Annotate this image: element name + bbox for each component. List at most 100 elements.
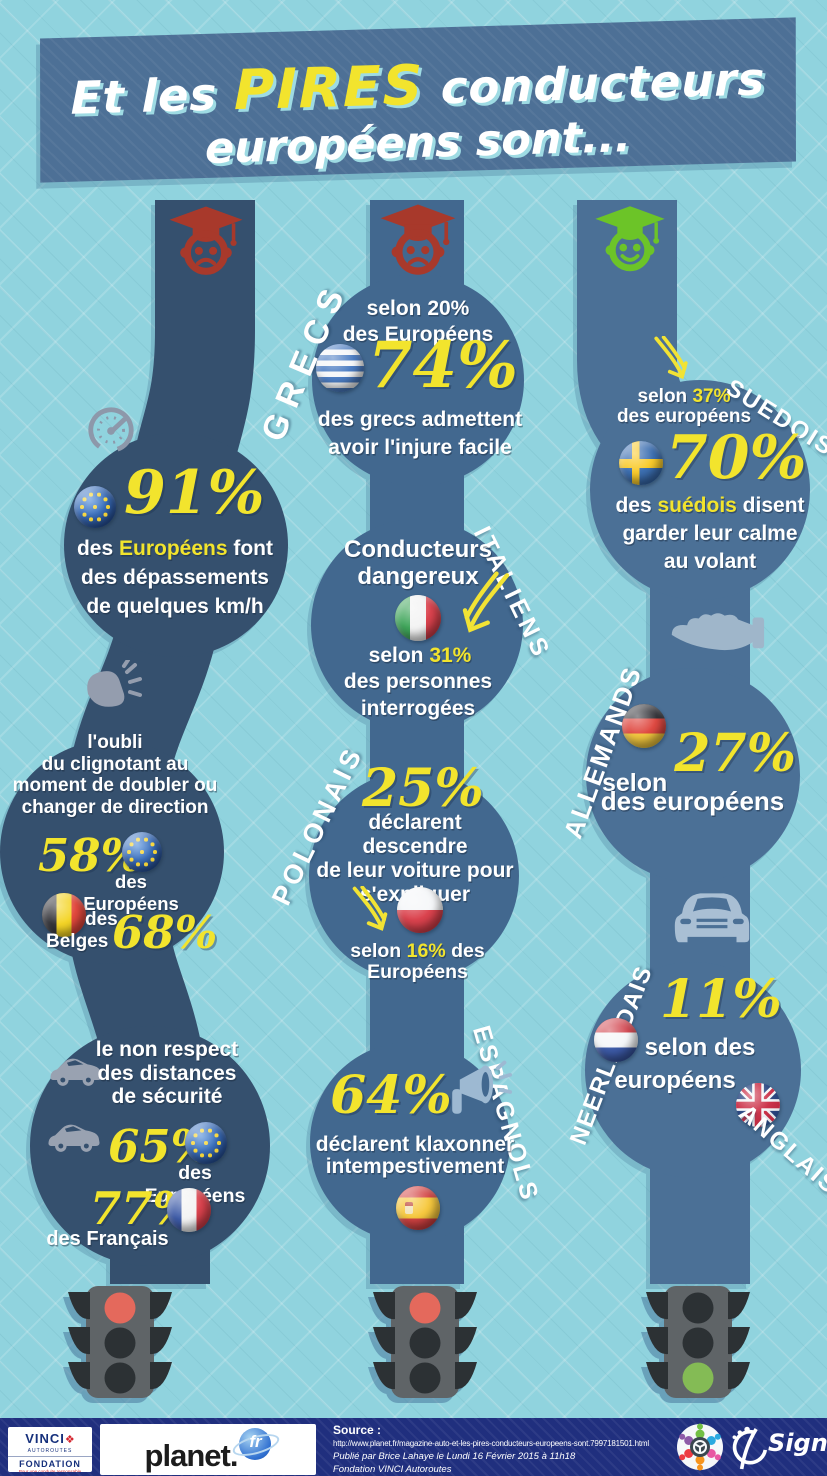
source-block: Source : http://www.planet.fr/magazine-a… xyxy=(333,1424,673,1476)
text-highlight: 37% xyxy=(692,386,731,407)
lamp-off xyxy=(682,1327,714,1359)
title-text: Et les xyxy=(70,67,234,125)
netherlands-flag xyxy=(594,1018,638,1062)
text-line: du clignotant au xyxy=(41,753,189,775)
lamp-off xyxy=(409,1327,441,1359)
text-line: selon 20% xyxy=(366,297,470,320)
text-fragment: des xyxy=(445,940,485,962)
source-url-link[interactable]: http://www.planet.fr/magazine-auto-et-le… xyxy=(333,1439,649,1448)
stat-allemands-text: des européens xyxy=(600,786,785,816)
vinci-fondation-logo: VINCI❖ AUTOROUTES FONDATION Pour une con… xyxy=(8,1427,92,1472)
greece-flag xyxy=(316,344,364,392)
uk-flag xyxy=(736,1083,780,1127)
text-fragment: des xyxy=(76,537,119,560)
stat-polonais-text: déclarent descendre de leur voiture pour… xyxy=(315,811,515,907)
poland-flag xyxy=(397,887,443,933)
text-line: au volant xyxy=(663,550,757,573)
text-line: interrogées xyxy=(360,697,476,720)
stat-neerlandais-pct: 11% xyxy=(660,969,782,1030)
text-highlight: 16% xyxy=(406,940,446,962)
source-label: Source : xyxy=(333,1423,382,1437)
traffic-light-red-icon xyxy=(373,1286,477,1398)
text-fragment: font xyxy=(227,537,274,560)
sweden-flag xyxy=(619,441,663,485)
published-line: Publié par Brice Lahaye le Lundi 16 Févr… xyxy=(333,1451,576,1462)
page-title: Et les PIRES conducteurs européens sont.… xyxy=(40,41,796,180)
traffic-light-green-icon xyxy=(646,1286,750,1398)
arrow-down-right-icon xyxy=(344,886,396,936)
text-line: de sécurité xyxy=(111,1085,223,1108)
lamp-off xyxy=(104,1327,136,1359)
good-student-icon xyxy=(595,206,665,272)
text-line: des Européens font xyxy=(55,534,295,563)
vinci-logo-text: VINCI xyxy=(25,1431,65,1446)
stat-grecs-pct: 74% xyxy=(368,328,518,403)
stat-suedois-pct: 70% xyxy=(666,423,807,493)
arrow-down-left-icon xyxy=(458,568,514,644)
car-front-icon xyxy=(674,893,750,943)
title-highlight: PIRES xyxy=(233,52,425,123)
stat-italiens-title: Conducteurs dangereux xyxy=(330,536,506,590)
text-line: déclarent klaxonner xyxy=(315,1133,515,1156)
eu-flag xyxy=(122,832,162,872)
car-side-icon xyxy=(48,1124,100,1152)
text-line: de quelques km/h xyxy=(86,595,264,618)
text-fragment: selon xyxy=(368,644,430,667)
germany-flag xyxy=(622,704,666,748)
footer-bar: VINCI❖ AUTOROUTES FONDATION Pour une con… xyxy=(0,1418,827,1476)
text-line: des distances xyxy=(97,1061,237,1085)
stat-espagnols-pct: 64% xyxy=(330,1065,452,1126)
stat-speeding-text: des Européens font des dépassements de q… xyxy=(55,534,295,621)
planet-globe-icon: fr xyxy=(230,1428,283,1461)
text-line: des personnes xyxy=(343,670,493,693)
text-fragment: selon xyxy=(637,386,693,407)
planet-tld: fr xyxy=(249,1432,262,1451)
stat-blinker-text: l'oubli du clignotant au moment de doubl… xyxy=(8,732,222,818)
bad-student-icon xyxy=(169,206,243,275)
text-line: garder leur calme xyxy=(622,522,798,545)
stat-suedois-intro: selon 37% des européens xyxy=(600,387,768,427)
stat-grecs-text: des grecs admettent avoir l'injure facil… xyxy=(300,406,540,462)
car-side-icon xyxy=(50,1058,102,1086)
stat-speeding-pct: 91% xyxy=(124,458,265,528)
title-text: conducteurs xyxy=(424,52,766,115)
vinci-logo-mark: ❖ xyxy=(64,1434,75,1446)
text-line: des grecs admettent xyxy=(317,408,523,431)
title-banner: Et les PIRES conducteurs européens sont.… xyxy=(40,17,796,183)
vinci-fondation-text: FONDATION xyxy=(8,1456,92,1469)
planet-logo-text: planet. xyxy=(144,1438,239,1473)
stat-allemands-pct: 27% xyxy=(674,723,797,784)
planet-fr-logo: planet. fr xyxy=(100,1424,316,1475)
spain-flag xyxy=(396,1186,440,1230)
text-line: des dépassements xyxy=(81,566,269,589)
stat-allemands-selon: selon 27% xyxy=(602,728,796,798)
france-flag xyxy=(167,1188,211,1232)
text-line: intempestivement xyxy=(325,1155,505,1178)
text-fragment: selon xyxy=(350,940,407,962)
lamp-off xyxy=(682,1292,714,1324)
text-line: déclarent descendre xyxy=(362,811,468,858)
path-right xyxy=(577,200,810,1284)
text-line: des suédois disent xyxy=(600,492,820,520)
stat-distance-fr-label: des Français xyxy=(46,1228,169,1250)
text-line: Européens xyxy=(367,961,468,983)
text-line: selon 37% xyxy=(600,387,768,407)
lamp-off xyxy=(409,1362,441,1394)
text-fragment: des xyxy=(615,494,658,517)
belgium-flag xyxy=(42,893,86,937)
text-line: selon 16% des xyxy=(340,941,495,962)
red-lamp-on xyxy=(104,1292,136,1324)
people-wheel-logo xyxy=(677,1423,723,1471)
arrow-down-right-icon xyxy=(646,336,696,384)
text-fragment: selon xyxy=(602,769,675,797)
speedometer-icon xyxy=(88,407,134,453)
text-highlight: suédois xyxy=(657,494,737,517)
lamp-off xyxy=(104,1362,136,1394)
stat-suedois-text: des suédois disent garder leur calme au … xyxy=(600,492,820,576)
stat-belges-label-2: Belges xyxy=(46,931,109,952)
text-highlight: 31% xyxy=(429,644,472,667)
text-highlight: Européens xyxy=(119,537,228,560)
text-line: l'oubli xyxy=(87,732,143,753)
